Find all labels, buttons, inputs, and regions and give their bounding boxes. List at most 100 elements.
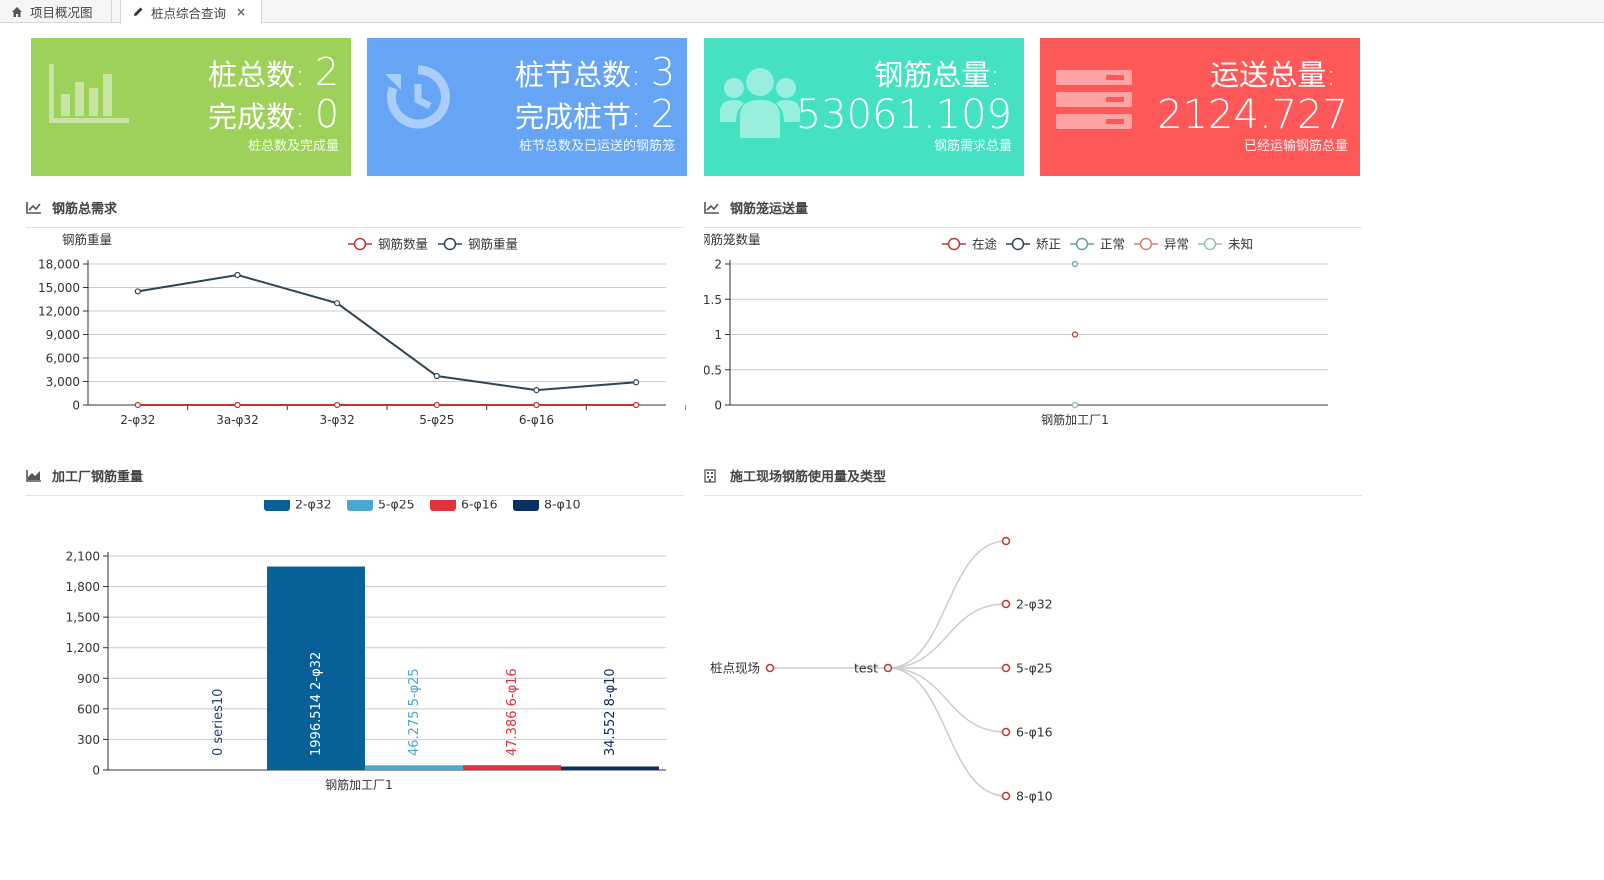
tab-label: 项目概况图 [30, 5, 93, 20]
legend-swatch [430, 500, 456, 511]
tree-node-label: 6-φ16 [1016, 725, 1053, 740]
legend-marker [1139, 237, 1153, 251]
card-title: 运送总量: [1210, 58, 1336, 92]
card-value: 2 [650, 92, 675, 136]
card-subtitle: 已经运输钢筋总量 [1243, 139, 1348, 154]
data-point [533, 387, 540, 394]
tree-node [883, 663, 893, 673]
y-tick-label: 0 [72, 399, 80, 413]
legend-marker [1011, 237, 1025, 251]
line-chart-icon [704, 201, 722, 215]
card-subtitle: 桩节总数及已运送的钢筋笼 [518, 139, 675, 154]
data-label: 0 series10 [211, 689, 226, 756]
bar [561, 766, 659, 770]
x-tick-label: 2-φ32 [120, 413, 155, 427]
legend-label: 8-φ10 [544, 500, 581, 512]
tree-edge [887, 540, 1007, 669]
tree-edge [887, 667, 1007, 797]
bar-chart-icon [45, 60, 129, 130]
data-point [134, 288, 141, 295]
tree-edge [887, 667, 1007, 733]
data-label: 47.386 6-φ16 [505, 668, 520, 756]
legend-label: 2-φ32 [295, 500, 332, 512]
stat-card-piles: 桩总数: 2 完成数: 0 桩总数及完成量 [31, 38, 351, 176]
bar [365, 765, 463, 770]
steel-demand-chart: 钢筋重量 钢筋数量 钢筋重量 0 3,000 6,000 9,000 12,000 15,000… [38, 232, 686, 427]
data-point [334, 300, 341, 307]
data-point [334, 401, 341, 409]
legend-label: 在途 [972, 237, 998, 252]
tree-node [1001, 599, 1011, 609]
legend-label: 6-φ16 [461, 500, 498, 512]
y-tick-label: 600 [77, 702, 100, 716]
data-point [134, 401, 141, 409]
legend-swatch [513, 500, 539, 511]
data-point [633, 379, 640, 386]
y-tick-label: 0 [714, 399, 722, 413]
stat-card-transport-total: 运送总量: 2124.727 已经运输钢筋总量 [1040, 38, 1360, 176]
y-tick-label: 18,000 [38, 258, 80, 272]
tab-project-overview[interactable]: 项目概况图 [0, 0, 112, 23]
x-tick-label: 3a-φ32 [216, 413, 259, 427]
pencil-icon [131, 5, 145, 19]
close-icon[interactable]: × [236, 5, 247, 19]
tree-node-label: 8-φ10 [1016, 789, 1053, 804]
y-axis-title: 钢筋重量 [62, 232, 112, 247]
x-tick-label: 6-φ16 [519, 413, 554, 427]
tree-node-label: 5-φ25 [1016, 661, 1053, 676]
home-icon [10, 5, 24, 19]
x-tick-label: 3-φ32 [320, 413, 355, 427]
data-point [633, 401, 640, 409]
card-value: 2124.727 [1157, 92, 1348, 138]
panel-title: 加工厂钢筋重量 [52, 470, 144, 485]
y-tick-label: 12,000 [38, 305, 80, 319]
panel-title: 钢筋总需求 [52, 202, 118, 217]
legend-label: 钢筋数量 [378, 237, 428, 252]
y-tick-label: 0 [92, 764, 100, 778]
area-chart-icon [26, 469, 44, 483]
series-line [137, 273, 637, 392]
x-tick-label: 钢筋加工厂1 [325, 777, 393, 792]
y-axis-title: 钢筋笼数量 [704, 232, 761, 247]
tree-node-label: 桩点现场 [710, 661, 760, 676]
tree-node [1001, 663, 1011, 673]
cage-transport-chart: 钢筋笼数量 在途 矫正 正常 异常 未知 0 0.5 1 1.5 2 钢筋加工厂1 [704, 232, 1328, 427]
legend-marker [1203, 237, 1217, 251]
panel-title: 施工现场钢筋使用量及类型 [730, 470, 887, 485]
card-value: 0 [314, 92, 339, 136]
card-label: 完成桩节: [515, 100, 641, 134]
tree-node [765, 663, 775, 673]
data-label: 1996.514 2-φ32 [309, 652, 324, 756]
legend-label: 未知 [1228, 237, 1253, 252]
stat-card-steel-total: 钢筋总量: 53061.109 钢筋需求总量 [704, 38, 1024, 176]
line-chart-icon [26, 201, 44, 215]
card-title: 钢筋总量: [874, 58, 1000, 92]
y-tick-label: 300 [77, 733, 100, 747]
y-tick-label: 3,000 [46, 375, 80, 389]
legend-label: 正常 [1100, 237, 1125, 252]
data-point [1071, 260, 1079, 268]
legend-marker [443, 237, 457, 251]
panel-header-factory: 加工厂钢筋重量 [26, 456, 684, 496]
legend-label: 矫正 [1036, 237, 1061, 252]
tab-label: 桩点综合查询 [151, 5, 227, 21]
bar [267, 566, 365, 770]
tree-node [1001, 536, 1011, 546]
data-point [433, 401, 440, 409]
tab-bar: 项目概况图 桩点综合查询 × [0, 0, 1604, 24]
legend-label: 5-φ25 [378, 500, 415, 512]
legend-swatch [347, 500, 373, 511]
tree-node [1001, 727, 1011, 737]
card-subtitle: 桩总数及完成量 [247, 139, 339, 154]
y-tick-label: 1 [714, 328, 722, 342]
y-tick-label: 0.5 [704, 363, 722, 377]
panel-title: 钢筋笼运送量 [730, 202, 809, 217]
y-tick-label: 1,200 [66, 641, 100, 655]
card-value: 3 [650, 50, 675, 94]
y-tick-label: 2,100 [66, 550, 100, 564]
y-tick-label: 1,500 [66, 611, 100, 625]
y-tick-label: 2 [714, 258, 722, 272]
tab-pile-query[interactable]: 桩点综合查询 × [120, 0, 262, 24]
legend-marker [1075, 237, 1089, 251]
legend-swatch [264, 500, 290, 511]
